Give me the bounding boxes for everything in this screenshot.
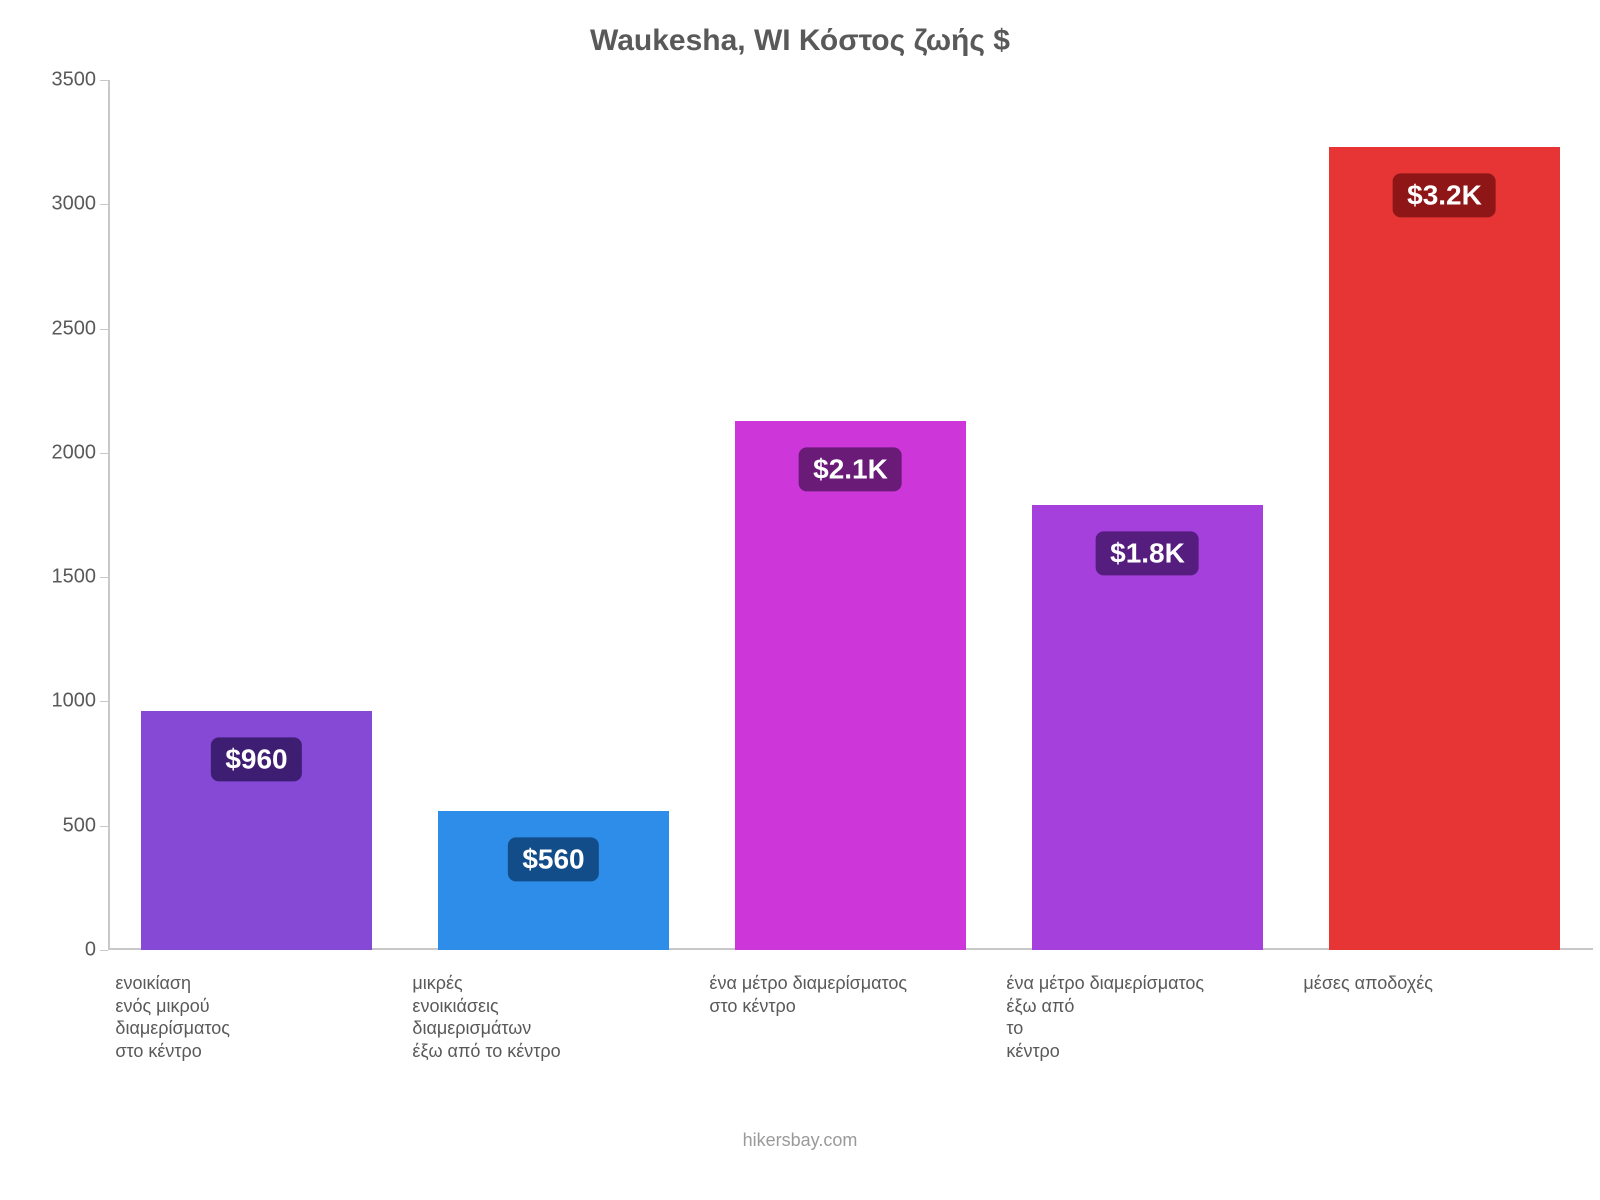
y-axis-tick-label: 0: [85, 939, 108, 962]
bar: $560: [438, 811, 669, 950]
bar-value-label: $1.8K: [1096, 531, 1199, 575]
source-label: hikersbay.com: [0, 1130, 1600, 1151]
chart-container: Waukesha, WI Κόστος ζωής $ $960 $560 $2.1K…: [0, 0, 1600, 1200]
x-axis-category-label: ένα μέτρο διαμερίσματοςέξω απότοκέντρο: [1006, 972, 1288, 1062]
x-axis-category-label: μέσες αποδοχές: [1303, 972, 1585, 995]
bar: $1.8K: [1032, 505, 1263, 950]
y-axis-tick-label: 1500: [52, 566, 109, 589]
y-axis-tick-label: 2000: [52, 441, 109, 464]
bar: $2.1K: [735, 421, 966, 950]
y-axis-tick-label: 500: [63, 814, 108, 837]
bar-value-label: $3.2K: [1393, 174, 1496, 218]
y-axis-tick-label: 2500: [52, 317, 109, 340]
x-axis-category-label: ενοικίασηενός μικρούδιαμερίσματοςστο κέν…: [115, 972, 397, 1062]
bar-value-label: $2.1K: [799, 447, 902, 491]
bar: $960: [141, 711, 372, 950]
y-axis-tick-label: 1000: [52, 690, 109, 713]
bar: $3.2K: [1329, 147, 1560, 950]
bar-value-label: $960: [211, 738, 301, 782]
bars-group: $960 $560 $2.1K $1.8K $3.2K: [108, 80, 1593, 950]
x-axis-category-label: μικρέςενοικιάσειςδιαμερισμάτωνέξω από το…: [412, 972, 694, 1062]
y-axis-tick-label: 3000: [52, 193, 109, 216]
chart-title: Waukesha, WI Κόστος ζωής $: [0, 24, 1600, 58]
plot-area: $960$560$2.1K$1.8K$3.2K ενοικίασηενός μι…: [108, 80, 1593, 950]
y-axis-tick-label: 3500: [52, 69, 109, 92]
bar-value-label: $560: [508, 837, 598, 881]
x-axis-category-label: ένα μέτρο διαμερίσματοςστο κέντρο: [709, 972, 991, 1017]
